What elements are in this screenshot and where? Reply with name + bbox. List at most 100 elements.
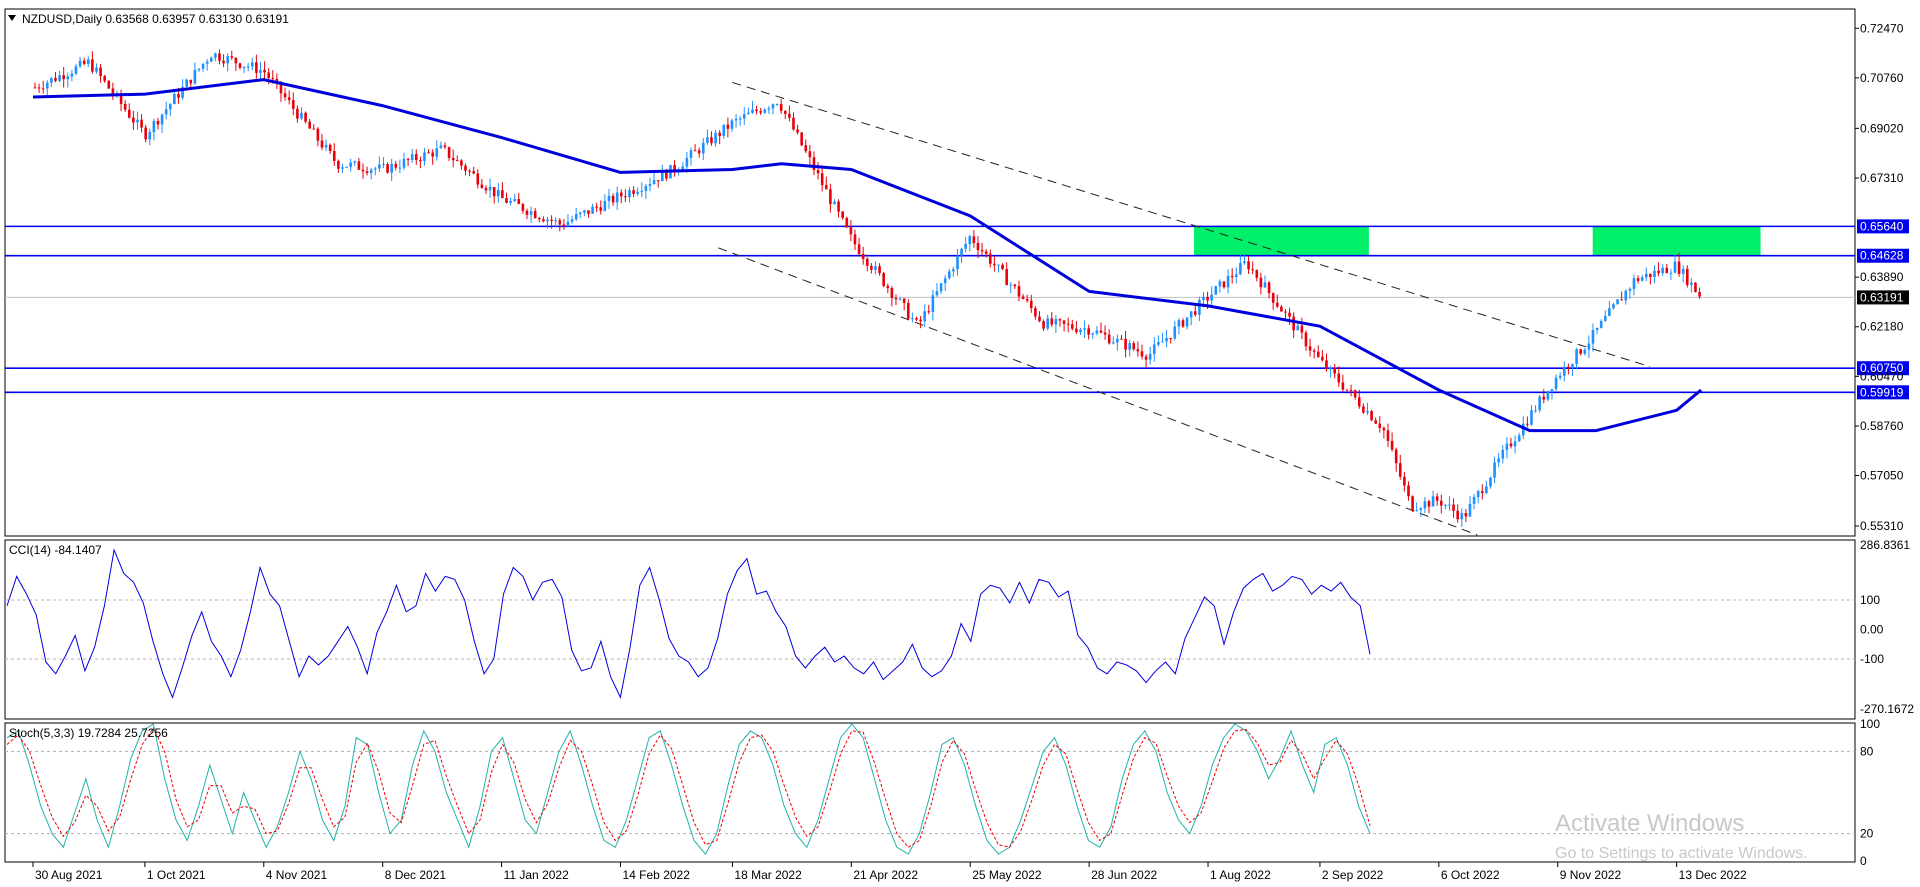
candle-body-40 <box>197 68 201 70</box>
candle-body-166 <box>714 132 717 144</box>
candle-body-275 <box>1161 341 1164 343</box>
candle-body-57 <box>267 72 270 79</box>
candle-body-108 <box>476 173 480 185</box>
candle-body-284 <box>1198 300 1201 315</box>
candle-body-91 <box>406 158 410 160</box>
candle-body-212 <box>902 298 906 303</box>
candle-body-153 <box>660 170 664 182</box>
candle-body-56 <box>263 69 266 73</box>
candle-body-342 <box>1435 496 1439 501</box>
candle-body-0 <box>33 87 37 89</box>
candle-body-29 <box>152 120 156 133</box>
candle-body-116 <box>509 200 512 203</box>
candle-body-338 <box>1419 508 1423 510</box>
candle-body-115 <box>505 198 508 203</box>
candle-body-258 <box>1091 333 1095 335</box>
stoch-axis-label-2: 20 <box>1860 827 1874 841</box>
candle-body-28 <box>148 132 152 140</box>
candle-body-45 <box>218 53 221 61</box>
candle-body-94 <box>419 159 422 162</box>
candle-body-140 <box>607 195 611 201</box>
candle-body-193 <box>824 185 828 190</box>
candle-body-385 <box>1612 304 1615 309</box>
candle-body-34 <box>173 94 176 105</box>
candle-body-146 <box>632 190 635 194</box>
candle-body-367 <box>1538 396 1541 411</box>
candle-body-165 <box>710 137 713 144</box>
candle-body-304 <box>1280 306 1283 312</box>
stoch-axis-label-0: 100 <box>1860 717 1880 731</box>
candle-body-351 <box>1472 496 1476 504</box>
candle-body-96 <box>427 152 430 154</box>
candle-body-112 <box>492 187 496 197</box>
price-label-7: 0.58760 <box>1860 419 1904 433</box>
candle-body-131 <box>570 219 574 222</box>
candle-body-187 <box>800 132 803 146</box>
candle-body-142 <box>615 192 619 203</box>
candle-body-109 <box>480 184 484 188</box>
candle-body-99 <box>439 145 443 149</box>
candle-body-162 <box>697 150 701 154</box>
candle-body-78 <box>353 161 357 163</box>
level-tag-text-3: 0.60750 <box>1860 361 1904 375</box>
date-label-3: 8 Dec 2021 <box>385 868 447 882</box>
date-label-1: 1 Oct 2021 <box>147 868 206 882</box>
price-label-9: 0.55310 <box>1860 519 1904 533</box>
candle-body-285 <box>1202 296 1205 301</box>
candle-body-302 <box>1271 293 1275 303</box>
candle-body-64 <box>296 108 299 119</box>
candle-body-290 <box>1222 281 1226 288</box>
candle-body-123 <box>537 218 541 220</box>
candle-body-13 <box>86 59 90 64</box>
cci-panel[interactable] <box>4 539 1856 720</box>
level-tag-text-4: 0.59919 <box>1860 385 1904 399</box>
candle-body-294 <box>1239 263 1242 275</box>
candle-body-394 <box>1649 273 1652 278</box>
candle-body-274 <box>1157 342 1160 345</box>
candle-body-287 <box>1210 294 1213 301</box>
candle-body-174 <box>747 112 750 115</box>
candle-body-75 <box>341 167 344 169</box>
date-label-6: 18 Mar 2022 <box>734 868 802 882</box>
candle-body-286 <box>1206 296 1209 301</box>
candle-body-217 <box>923 311 926 322</box>
candle-body-364 <box>1526 423 1529 425</box>
candle-body-319 <box>1341 382 1345 390</box>
candle-body-337 <box>1415 509 1418 511</box>
candle-body-292 <box>1230 275 1234 278</box>
candle-body-244 <box>1034 308 1037 317</box>
candle-body-197 <box>841 211 844 218</box>
candle-body-49 <box>234 57 238 64</box>
candle-body-280 <box>1181 320 1185 327</box>
candle-body-265 <box>1120 338 1123 340</box>
candle-body-309 <box>1300 325 1304 333</box>
candle-body-191 <box>816 170 820 174</box>
price-label-5: 0.62180 <box>1860 320 1904 334</box>
candle-body-199 <box>849 227 853 235</box>
candle-body-324 <box>1362 406 1365 413</box>
candle-body-77 <box>349 162 352 167</box>
candle-body-406 <box>1698 292 1701 297</box>
candle-body-221 <box>939 283 943 292</box>
candle-body-366 <box>1534 410 1537 412</box>
candle-body-298 <box>1255 270 1259 278</box>
candle-body-323 <box>1357 397 1361 407</box>
dropdown-triangle-icon[interactable] <box>8 15 16 21</box>
candle-body-138 <box>599 207 603 211</box>
candle-body-81 <box>365 171 369 174</box>
candle-body-72 <box>328 144 332 151</box>
candle-body-398 <box>1665 267 1669 274</box>
candle-body-61 <box>283 93 287 98</box>
stoch-axis-label-3: 0 <box>1860 854 1867 868</box>
date-label-10: 1 Aug 2022 <box>1210 868 1271 882</box>
candle-body-163 <box>701 142 705 154</box>
candle-body-238 <box>1009 284 1013 286</box>
candle-body-118 <box>517 199 521 204</box>
price-panel[interactable] <box>4 8 1856 537</box>
candle-body-143 <box>619 192 623 197</box>
candle-body-307 <box>1292 316 1295 331</box>
stoch-panel[interactable] <box>4 722 1856 863</box>
candle-body-184 <box>788 113 791 118</box>
date-label-9: 28 Jun 2022 <box>1091 868 1157 882</box>
candle-body-178 <box>763 109 767 113</box>
